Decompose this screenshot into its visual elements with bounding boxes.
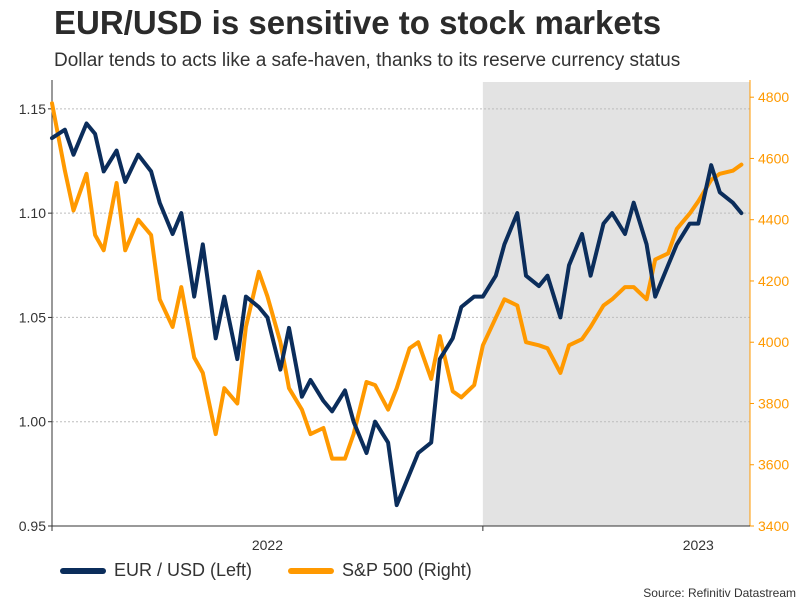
x-tick-label: 2023	[683, 537, 714, 553]
legend-label-sp500: S&P 500 (Right)	[342, 560, 472, 580]
legend-item-eurusd: EUR / USD (Left)	[60, 560, 252, 581]
left-tick-label: 1.15	[19, 101, 46, 117]
right-tick-label: 4000	[758, 334, 789, 350]
left-axis-ticks: 0.95 1.00 1.05 1.10 1.15	[19, 101, 52, 534]
right-tick-label: 3600	[758, 457, 789, 473]
right-tick-label: 4400	[758, 212, 789, 228]
series-line-eurusd	[50, 121, 744, 508]
left-tick-label: 1.10	[19, 205, 46, 221]
x-axis-ticks: 2022 2023	[51, 526, 714, 553]
right-axis-ticks: 3400 3600 3800 4000 4200 4400 4600 4800	[750, 89, 789, 534]
left-tick-label: 1.05	[19, 309, 46, 325]
source-note: Source: Refinitiv Datastream	[643, 586, 796, 600]
chart-svg: 0.95 1.00 1.05 1.10 1.15 3400 3600 3800 4000 420…	[19, 80, 789, 553]
chart-title: EUR/USD is sensitive to stock markets	[54, 4, 662, 41]
legend-label-eurusd: EUR / USD (Left)	[114, 560, 253, 580]
legend-swatch-sp500	[288, 567, 335, 574]
right-tick-label: 4600	[758, 150, 789, 166]
right-tick-label: 4800	[758, 89, 789, 105]
left-tick-label: 1.00	[19, 414, 46, 430]
x-tick-label: 2022	[252, 537, 283, 553]
legend-swatch-eurusd	[60, 567, 106, 574]
right-tick-label: 4200	[758, 273, 789, 289]
chart-subtitle: Dollar tends to acts like a safe-haven, …	[54, 50, 681, 71]
left-tick-label: 0.95	[19, 518, 46, 534]
right-tick-label: 3400	[758, 518, 789, 534]
series-line-sp500	[50, 101, 744, 461]
legend: EUR / USD (Left) S&P 500 (Right)	[60, 560, 508, 581]
shaded-region-2023	[482, 82, 750, 526]
legend-item-sp500: S&P 500 (Right)	[288, 560, 472, 581]
right-tick-label: 3800	[758, 395, 789, 411]
